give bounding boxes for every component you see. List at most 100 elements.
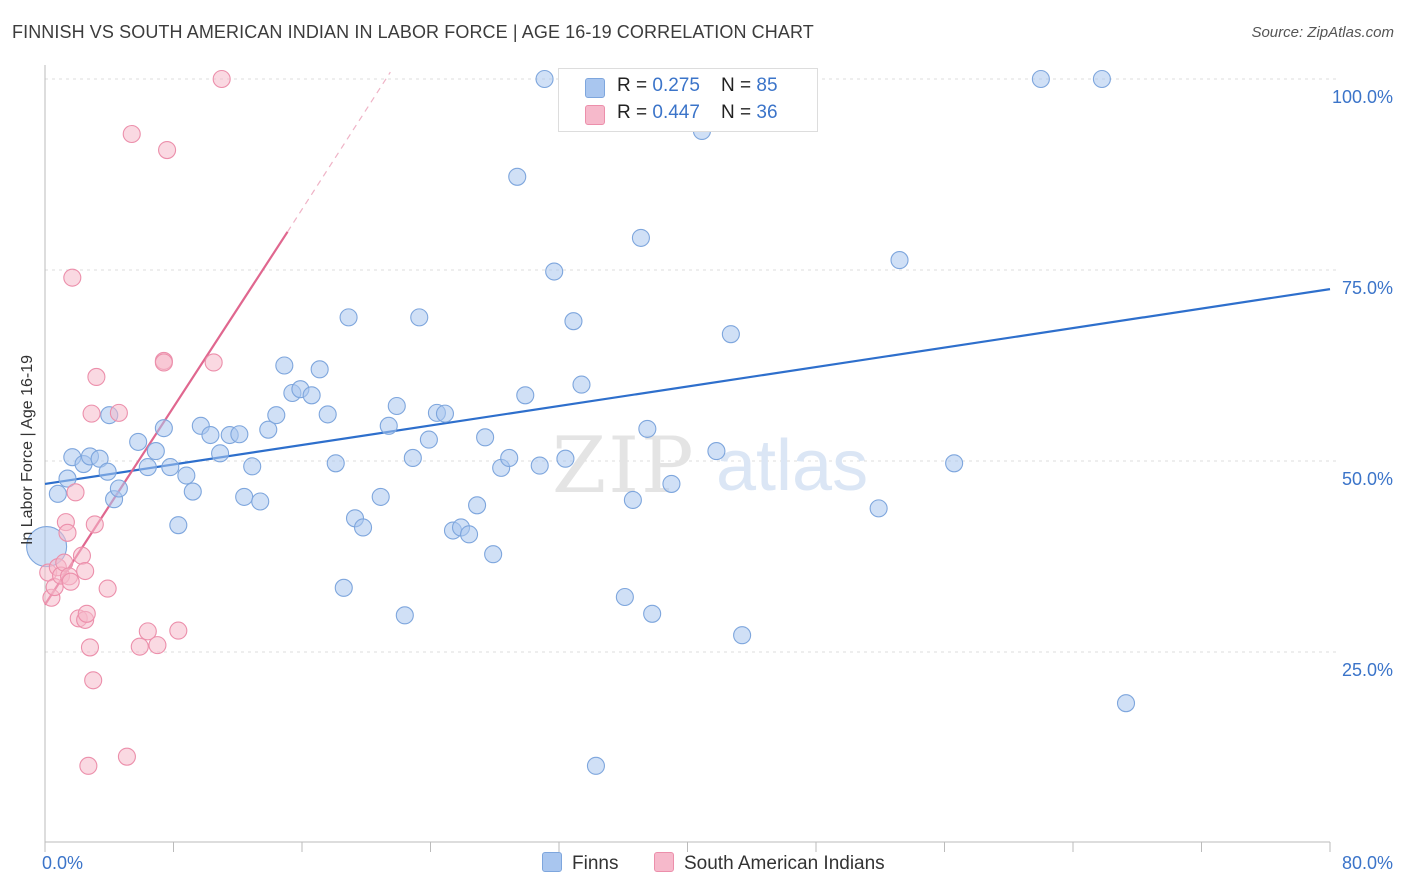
finns-point [302,386,321,405]
legend-finns-r-label: R = [617,75,653,96]
sai-point [138,622,157,641]
sai-point [148,636,167,655]
finns-point [476,428,495,447]
y-tick-label: 75.0% [1342,278,1393,298]
finns-point [545,262,564,281]
finns-legend-swatch [542,852,562,872]
sai-point [66,483,85,502]
finns-point [98,462,117,481]
sai-legend-label: South American Indians [684,853,885,874]
legend-sai-r-value: 0.447 [652,102,700,123]
finns-point [251,492,270,511]
y-axis-title: In Labor Force | Age 16-19 [19,354,36,546]
sai-point [77,604,96,623]
y-tick-label: 100.0% [1332,87,1393,107]
finns-point [631,228,650,247]
finns-point [267,406,286,425]
sai-point [212,69,231,89]
finns-point [201,425,220,445]
finns-point [500,448,519,467]
finns-point [435,404,455,423]
finns-point [169,516,188,535]
finns-point [230,425,249,444]
sai-trend-extension [287,71,391,233]
finns-point [410,308,429,327]
sai-point [169,621,188,640]
finns-point [869,499,888,518]
sai-point [84,671,103,690]
finns-swatch [585,78,605,98]
finns-legend-label: Finns [572,853,619,874]
sai-point [122,124,141,144]
trend-lines [44,71,1331,606]
finns-point [177,466,196,485]
legend-sai-n-label: N = [721,102,757,123]
finns-point [1116,694,1136,713]
finns-point [387,396,406,416]
sai-point [154,353,173,372]
finns-point [339,308,358,327]
gridlines [45,78,1336,653]
finns-point [721,325,740,344]
finns-point [516,386,535,405]
watermark-atlas: atlas [716,426,868,506]
finns-point [371,487,390,506]
sai-point [117,747,136,766]
finns-point [90,449,109,468]
sai-point [87,367,106,387]
finns-point [707,442,726,461]
legend-finns-n-label: N = [721,75,757,96]
finns-point [310,360,329,379]
y-axis-title-wrap: In Labor Force | Age 16-19 [16,300,40,600]
finns-points [26,69,1136,775]
finns-point [508,167,527,186]
finns-point [530,456,549,475]
sai-point [158,141,177,160]
finns-point [403,448,422,467]
finns-point [662,474,681,493]
watermark: ZIP atlas [552,421,868,511]
finns-point [945,454,964,473]
tick-labels: 25.0% 50.0% 75.0% 100.0% 0.0% 80.0% [42,87,1393,873]
sai-point [85,515,104,534]
sai-point [61,572,80,591]
chart-title: FINNISH VS SOUTH AMERICAN INDIAN IN LABO… [12,22,814,42]
y-tick-label: 50.0% [1342,469,1393,489]
finns-point [235,487,254,506]
finns-point [468,496,487,515]
finns-point [638,419,657,438]
finns-point [334,578,353,597]
finns-point [1031,69,1050,89]
sai-point [79,756,98,775]
sai-point [80,638,100,657]
bottom-legend-sai: South American Indians [654,852,885,876]
bottom-legend-finns: Finns [542,852,618,876]
finns-point [395,606,414,625]
finns-point [146,442,165,461]
finns-point [318,405,337,424]
x-tick-label-max: 80.0% [1342,853,1393,873]
legend-finns-r-value: 0.275 [652,75,700,96]
source-label: Source: ZipAtlas.com [1251,24,1394,41]
sai-point [204,353,223,372]
finns-point [572,375,591,394]
finns-point [353,518,373,537]
finns-point [326,454,345,473]
watermark-zip: ZIP [552,421,696,511]
finns-point [615,587,634,607]
finns-point [183,482,202,501]
finns-point [733,626,752,645]
finns-point [243,457,262,476]
finns-point [459,525,479,544]
finns-point [484,545,503,564]
finns-point [1092,69,1111,89]
sai-points [39,69,231,775]
finns-point [138,458,157,477]
finns-point [564,312,583,331]
finns-point [419,430,438,449]
sai-point [82,404,101,423]
finns-point [586,756,605,775]
axes [44,65,1331,852]
sai-point [98,579,117,598]
